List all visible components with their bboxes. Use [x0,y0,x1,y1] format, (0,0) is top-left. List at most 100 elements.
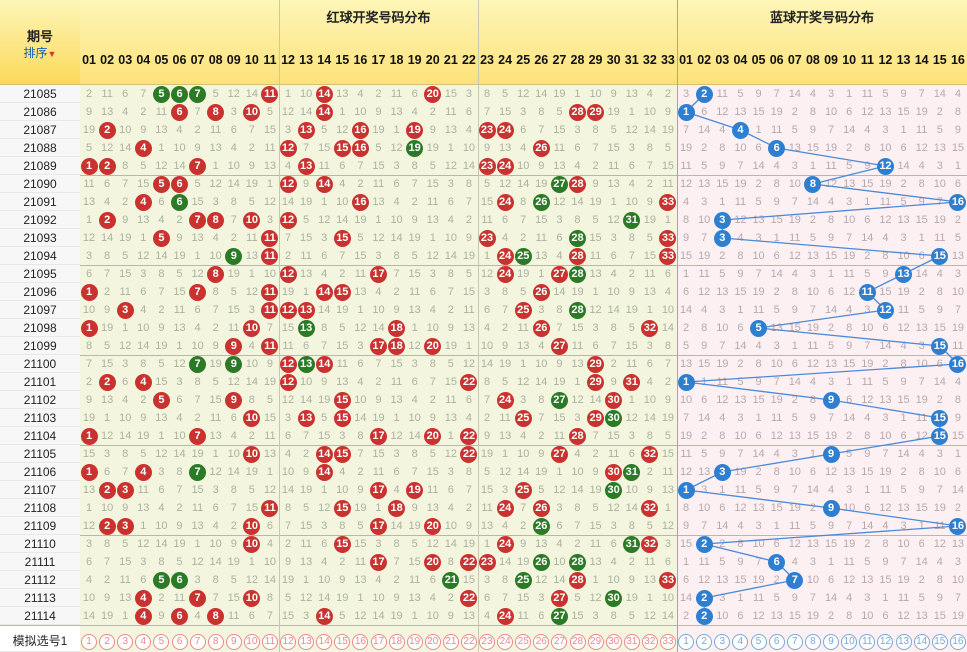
simulate-red-13[interactable]: 13 [298,634,315,650]
miss-count: 5 [411,538,418,550]
miss-count: 9 [592,178,599,190]
simulate-red-1[interactable]: 1 [81,634,98,650]
issue-number: 21109 [0,517,80,535]
simulate-red-25[interactable]: 25 [515,634,532,650]
miss-count: 12 [879,214,892,226]
simulate-red-5[interactable]: 5 [153,634,170,650]
miss-count: 9 [791,592,798,604]
miss-count: 9 [773,484,780,496]
miss-count: 8 [122,160,129,172]
miss-count: 11 [716,88,729,100]
miss-count: 14 [933,88,946,100]
simulate-red-28[interactable]: 28 [569,634,586,650]
miss-count: 12 [661,520,675,532]
simulate-blue-15[interactable]: 15 [931,634,948,650]
sort-arrow-icon[interactable]: ▼ [47,49,57,59]
simulate-red-14[interactable]: 14 [316,634,333,650]
simulate-red-8[interactable]: 8 [207,634,224,650]
sort-label[interactable]: 排序 [23,46,48,60]
simulate-red-27[interactable]: 27 [551,634,568,650]
miss-count: 7 [936,196,943,208]
miss-count: 7 [284,232,292,244]
simulate-blue-4[interactable]: 4 [732,634,749,650]
miss-count: 13 [354,574,367,586]
simulate-blue-1[interactable]: 1 [678,634,695,650]
simulate-blue-10[interactable]: 10 [841,634,858,650]
simulate-blue-12[interactable]: 12 [877,634,894,650]
miss-count: 5 [266,394,273,406]
simulate-blue-3[interactable]: 3 [714,634,731,650]
miss-count: 11 [698,268,710,280]
miss-count: 4 [122,106,129,118]
simulate-red-12[interactable]: 12 [280,634,297,650]
simulate-red-9[interactable]: 9 [225,634,242,650]
simulate-red-3[interactable]: 3 [117,634,134,650]
miss-count: 7 [303,430,310,442]
simulate-blue-5[interactable]: 5 [750,634,767,650]
miss-count: 4 [339,178,346,190]
miss-count: 11 [535,232,548,244]
miss-count: 12 [770,430,783,442]
miss-count: 14 [245,376,258,388]
sort-link[interactable]: 排序▼ [0,44,80,61]
simulate-blue-14[interactable]: 14 [913,634,930,650]
simulate-red-21[interactable]: 21 [442,634,459,650]
miss-count: 11 [897,304,910,316]
red-ball: 22 [460,553,478,571]
simulate-red-10[interactable]: 10 [243,634,260,650]
simulate-red-15[interactable]: 15 [334,634,351,650]
miss-count: 3 [791,160,798,172]
miss-count: 5 [828,340,835,352]
miss-count: 15 [589,232,602,244]
simulate-red-20[interactable]: 20 [424,634,441,650]
simulate-blue-9[interactable]: 9 [823,634,840,650]
red-ball: 6 [171,571,188,589]
miss-count: 10 [426,610,439,622]
simulate-red-29[interactable]: 29 [587,634,604,650]
simulate-red-19[interactable]: 19 [406,634,423,650]
miss-count: 15 [480,196,494,208]
simulate-red-22[interactable]: 22 [460,634,477,650]
simulate-red-4[interactable]: 4 [135,634,152,650]
simulate-red-33[interactable]: 33 [659,634,676,650]
simulate-red-18[interactable]: 18 [388,634,405,650]
miss-count: 19 [390,610,403,622]
miss-count: 14 [788,88,801,100]
simulate-red-26[interactable]: 26 [533,634,550,650]
miss-count: 8 [683,214,690,226]
miss-count: 10 [245,358,258,370]
simulate-blue-8[interactable]: 8 [804,634,821,650]
miss-count: 7 [683,412,690,424]
simulate-red-17[interactable]: 17 [370,634,387,650]
simulate-blue-6[interactable]: 6 [768,634,785,650]
simulate-red-23[interactable]: 23 [479,634,496,650]
simulate-red-6[interactable]: 6 [171,634,188,650]
simulate-red-30[interactable]: 30 [605,634,622,650]
simulate-blue-11[interactable]: 11 [859,634,876,650]
simulate-red-2[interactable]: 2 [99,634,116,650]
red-ball: 14 [315,85,333,103]
simulate-blue-7[interactable]: 7 [786,634,803,650]
simulate-red-7[interactable]: 7 [189,634,206,650]
miss-count: 19 [281,574,295,586]
miss-count: 13 [354,286,367,298]
miss-count: 5 [809,520,816,532]
miss-count: 14 [137,340,150,352]
red-ball: 26 [532,517,550,535]
simulate-blue-13[interactable]: 13 [895,634,912,650]
miss-count: 13 [100,106,114,118]
miss-count: 19 [408,520,421,532]
simulate-red-11[interactable]: 11 [261,634,278,650]
simulate-red-24[interactable]: 24 [497,634,514,650]
simulate-red-16[interactable]: 16 [352,634,369,650]
miss-count: 7 [483,106,491,118]
miss-count: 19 [951,610,965,622]
simulate-blue-2[interactable]: 2 [696,634,713,650]
miss-count: 11 [897,592,910,604]
miss-count: 15 [227,304,240,316]
miss-count: 7 [592,142,599,154]
simulate-red-31[interactable]: 31 [623,634,640,650]
simulate-blue-16[interactable]: 16 [949,634,966,650]
miss-count: 4 [574,160,581,172]
simulate-red-32[interactable]: 32 [641,634,658,650]
